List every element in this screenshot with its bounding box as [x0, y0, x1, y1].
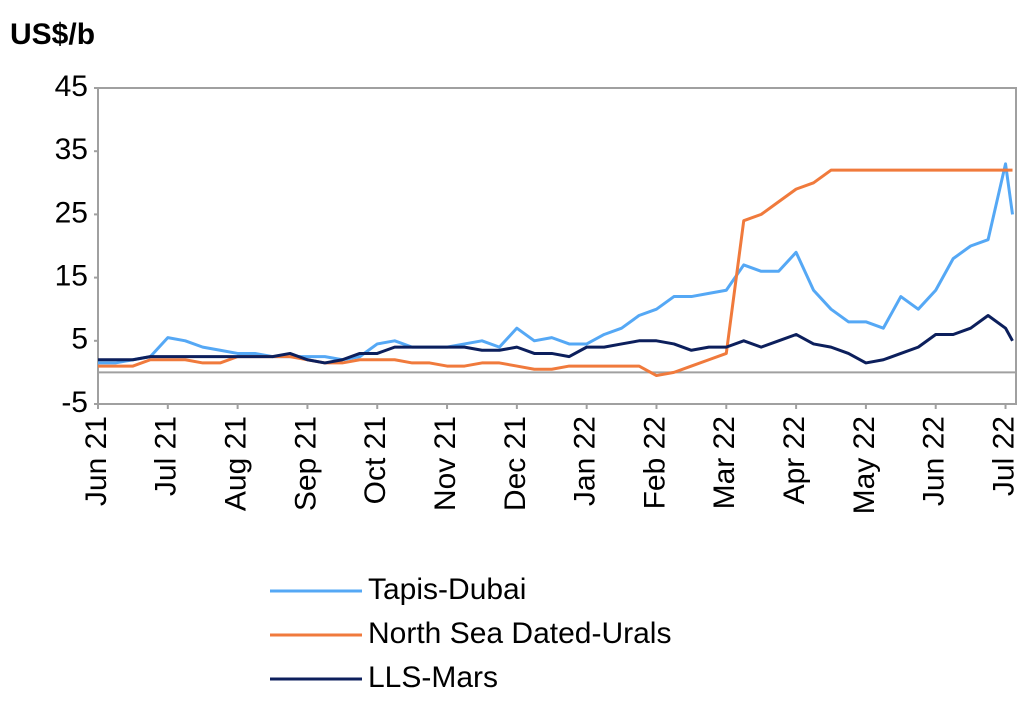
y-tick-label: 15	[55, 260, 88, 293]
legend-label: LLS-Mars	[368, 661, 498, 694]
x-tick-label: Aug 21	[220, 416, 253, 511]
x-tick-label: Feb 22	[638, 416, 671, 509]
y-tick-label: 35	[55, 133, 88, 166]
series-line	[98, 162, 1014, 365]
y-axis-label: US$/b	[10, 18, 95, 51]
series-line	[98, 314, 1014, 365]
series-line	[98, 168, 1013, 378]
x-tick-label: Nov 21	[429, 416, 462, 511]
y-tick-label: -5	[61, 386, 88, 419]
legend-label: North Sea Dated-Urals	[368, 617, 671, 650]
x-tick-label: Apr 22	[778, 416, 811, 504]
legend-label: Tapis-Dubai	[368, 573, 526, 606]
x-tick-label: Dec 21	[499, 416, 532, 511]
x-tick-label: Jan 22	[569, 416, 602, 506]
y-tick-label: 5	[71, 323, 88, 356]
x-tick-label: Jun 22	[918, 416, 951, 506]
plot-frame	[97, 87, 1017, 405]
x-tick-label: Jun 21	[80, 416, 113, 506]
x-tick-label: Mar 22	[708, 416, 741, 509]
x-tick-label: May 22	[848, 416, 881, 514]
x-tick-label: Jul 21	[150, 416, 183, 496]
y-tick-label: 25	[55, 196, 88, 229]
x-tick-label: Jul 22	[987, 416, 1020, 496]
y-tick-label: 45	[55, 70, 88, 103]
x-tick-label: Sep 21	[289, 416, 322, 511]
x-tick-label: Oct 21	[359, 416, 392, 504]
